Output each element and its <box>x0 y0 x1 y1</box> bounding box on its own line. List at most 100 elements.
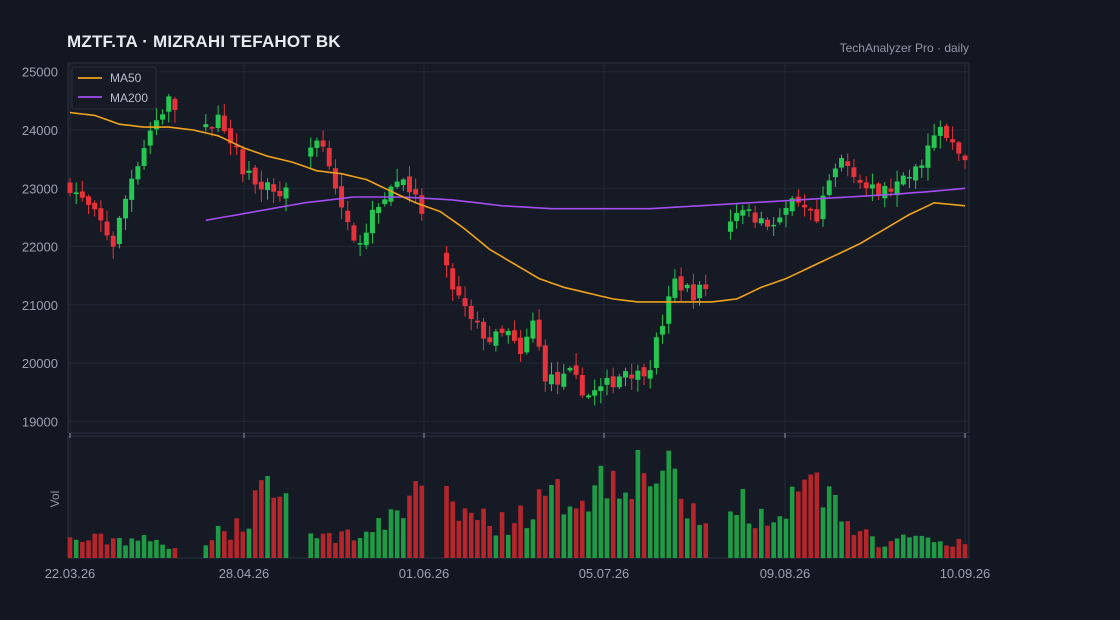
volume-bar <box>376 518 381 558</box>
volume-bar <box>487 525 493 558</box>
candle-body <box>369 209 375 234</box>
candles <box>67 93 968 406</box>
volume-bar <box>956 538 962 558</box>
candle-body <box>635 370 641 380</box>
candle-body <box>585 395 591 398</box>
candle-body <box>67 182 73 193</box>
volume-bar <box>802 479 807 558</box>
candle-body <box>252 167 258 185</box>
volume-bar <box>92 533 97 558</box>
volume-bar <box>481 508 486 558</box>
candle-body <box>777 217 783 223</box>
candle-body <box>814 209 820 222</box>
volume-bar <box>845 521 851 558</box>
volume-bar <box>777 516 783 558</box>
price-tick-label: 24000 <box>22 123 58 138</box>
volume-bar <box>752 528 758 558</box>
volume-bar <box>623 492 628 558</box>
volume-bar <box>882 546 888 558</box>
candle-body <box>672 278 678 298</box>
candle-body <box>832 168 838 178</box>
volume-bar <box>246 528 252 558</box>
candle-body <box>240 149 246 175</box>
volume-bar <box>660 470 665 558</box>
volume-bar <box>363 531 369 558</box>
candle-body <box>160 114 166 120</box>
volume-bar <box>536 489 542 558</box>
volume-bar <box>734 515 739 558</box>
volume-bar <box>740 488 746 558</box>
volume-bar <box>444 485 449 558</box>
candle-body <box>400 179 406 186</box>
candle-body <box>505 330 511 336</box>
candle-body <box>666 296 672 324</box>
volume-bar <box>160 544 165 558</box>
volume-bar <box>962 544 968 558</box>
volume-bar <box>567 506 573 558</box>
volume-bar <box>252 490 258 558</box>
volume-bar <box>894 538 900 558</box>
volume-bar <box>320 533 326 558</box>
candle-body <box>746 209 752 211</box>
volume-bar <box>512 523 517 558</box>
candle-body <box>734 212 740 221</box>
candle-body <box>215 114 221 129</box>
volume-bar <box>357 538 363 558</box>
candle-body <box>567 367 573 371</box>
candle-body <box>388 186 394 202</box>
candle-body <box>764 219 770 227</box>
candle-body <box>246 170 252 173</box>
volume-bar <box>697 525 702 558</box>
candle-body <box>839 158 845 168</box>
volume-bar <box>617 498 622 558</box>
price-grid <box>68 63 969 433</box>
volume-bar <box>549 485 554 558</box>
volume-bar <box>401 518 406 558</box>
candle-body <box>221 115 227 132</box>
candle-body <box>678 276 684 291</box>
candle-body <box>660 326 666 335</box>
volume-bar <box>610 470 616 558</box>
volume-bar <box>147 541 153 558</box>
volume-bar <box>759 508 764 558</box>
candle-body <box>882 186 888 199</box>
volume-bar <box>203 545 209 558</box>
volume-bar <box>135 540 141 558</box>
volume-bar <box>555 479 560 558</box>
candle-body <box>203 124 209 128</box>
candle-body <box>956 142 962 154</box>
volume-bar <box>86 540 91 558</box>
volume-bar <box>104 544 110 558</box>
candle-body <box>826 180 832 196</box>
date-tick-label: 10.09.26 <box>940 566 991 581</box>
candle-body <box>604 377 610 385</box>
candle-body <box>209 127 215 129</box>
volume-bar <box>67 537 73 558</box>
price-tick-label: 19000 <box>22 414 58 429</box>
candle-body <box>413 189 419 195</box>
volume-bar <box>876 547 881 558</box>
candle-body <box>277 190 283 197</box>
volume-bar <box>851 535 857 558</box>
volume-bar <box>826 486 832 558</box>
candle-body <box>450 268 456 290</box>
candle-body <box>561 373 567 387</box>
ma50-line <box>69 111 966 303</box>
volume-bar <box>271 497 276 558</box>
price-tick-label: 25000 <box>22 65 58 80</box>
volume-bar <box>913 535 918 558</box>
volume-bar <box>870 536 875 558</box>
volume-bar <box>80 541 85 558</box>
candle-body <box>376 207 382 213</box>
candle-body <box>789 198 795 212</box>
date-tick-label: 28.04.26 <box>219 566 270 581</box>
candle-body <box>468 305 474 320</box>
volume-bar <box>141 534 147 558</box>
volume-bar <box>561 514 567 558</box>
volume-bar <box>265 476 270 558</box>
candle-body <box>258 181 264 190</box>
volume-bar <box>370 532 375 558</box>
volume-bars <box>67 450 968 558</box>
price-panel <box>67 62 970 434</box>
candle-body <box>548 374 554 385</box>
